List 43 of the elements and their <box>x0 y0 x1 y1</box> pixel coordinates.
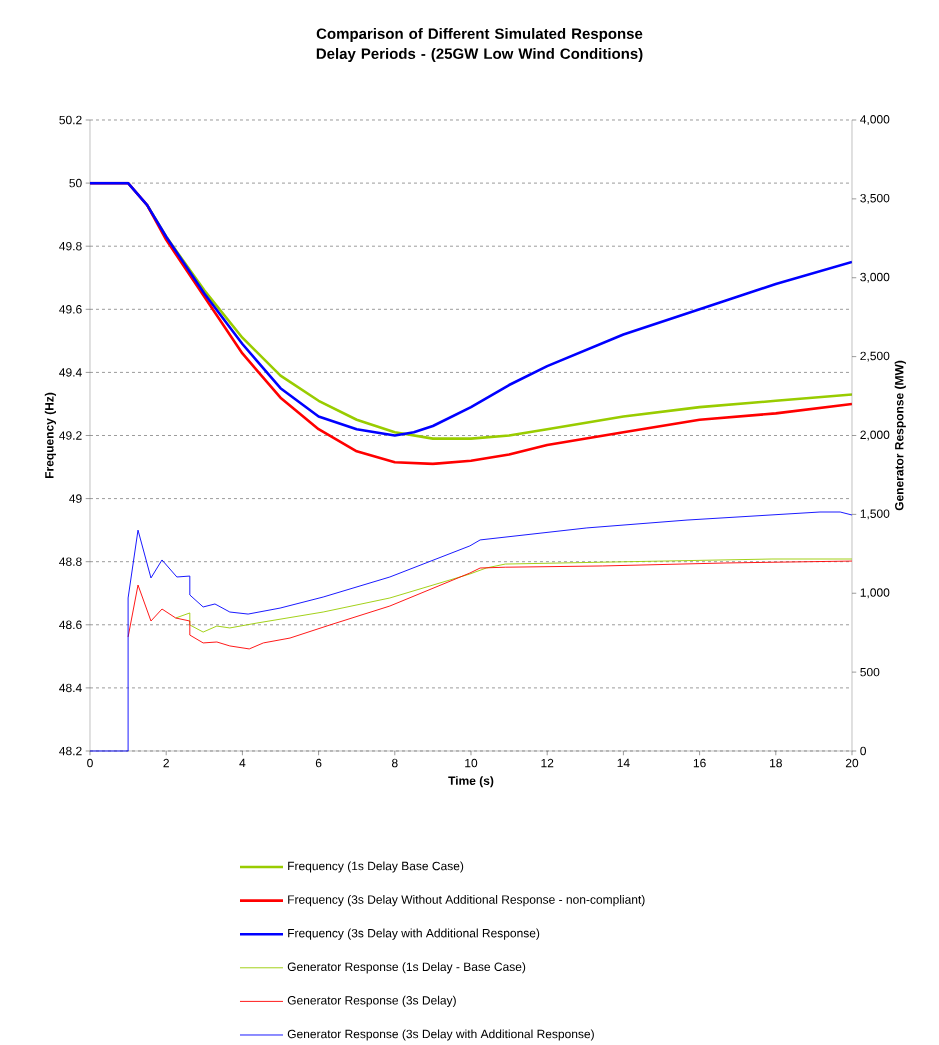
y-tick-label: 49.2 <box>59 431 82 440</box>
y-tick-label: 49.8 <box>59 241 82 251</box>
y-tick-label: 48.4 <box>59 683 82 693</box>
y-tick-label: 50.2 <box>59 115 82 125</box>
line-series <box>175 558 853 633</box>
x-tick-label: 6 <box>315 758 322 768</box>
y-tick-label: 50 <box>69 178 82 188</box>
x-axis-title: Time (s) <box>448 776 494 788</box>
x-tick-label: 18 <box>770 758 782 768</box>
legend-label: Frequency (3s Delay with Additional Response) <box>288 928 540 940</box>
y-axis-title: Frequency (Hz) <box>44 392 56 479</box>
legend-label: Generator Response (3s Delay with Additional Response) <box>287 1029 594 1041</box>
y-tick-label: 49.4 <box>59 368 82 377</box>
x-tick-label: 14 <box>617 758 630 768</box>
y2-tick-label: 1,000 <box>860 588 890 599</box>
chart-title: Comparison of Different Simulated Response Delay Periods - (25GW Low Wind Conditions) <box>316 28 643 62</box>
x-tick-label: 20 <box>845 758 859 768</box>
legend-label: Frequency (1s Delay Base Case) <box>288 861 464 873</box>
y-tick-label: 49 <box>69 494 82 503</box>
x-tick-label: 10 <box>465 758 478 768</box>
y2-tick-label: 500 <box>860 667 880 677</box>
y-tick-label: 48.6 <box>59 620 82 630</box>
y2-tick-label: 3,000 <box>860 272 890 283</box>
x-tick-label: 2 <box>163 758 169 768</box>
y2-axis-title: Generator Response (MW) <box>894 360 906 511</box>
y2-tick-label: 4,000 <box>860 115 890 125</box>
x-tick-label: 0 <box>87 758 93 768</box>
x-tick-label: 16 <box>693 758 706 768</box>
y2-tick-label: 1,500 <box>860 509 890 520</box>
legend-label: Generator Response (3s Delay) <box>287 995 456 1007</box>
y2-tick-label: 2,000 <box>860 430 890 441</box>
line-series <box>127 560 853 650</box>
y2-tick-label: 2,500 <box>860 351 890 362</box>
x-tick-label: 12 <box>541 758 554 768</box>
y2-tick-label: 0 <box>860 746 867 756</box>
y-tick-label: 48.2 <box>59 746 82 756</box>
x-tick-label: 8 <box>391 758 398 768</box>
y-tick-label: 48.8 <box>59 557 82 566</box>
x-tick-label: 4 <box>239 758 246 768</box>
y-tick-label: 49.6 <box>59 305 82 314</box>
legend-label: Generator Response (1s Delay - Base Case) <box>287 962 526 974</box>
legend-label: Frequency (3s Delay Without Additional Response - non-compliant) <box>288 895 645 907</box>
y2-tick-label: 3,500 <box>860 193 890 204</box>
